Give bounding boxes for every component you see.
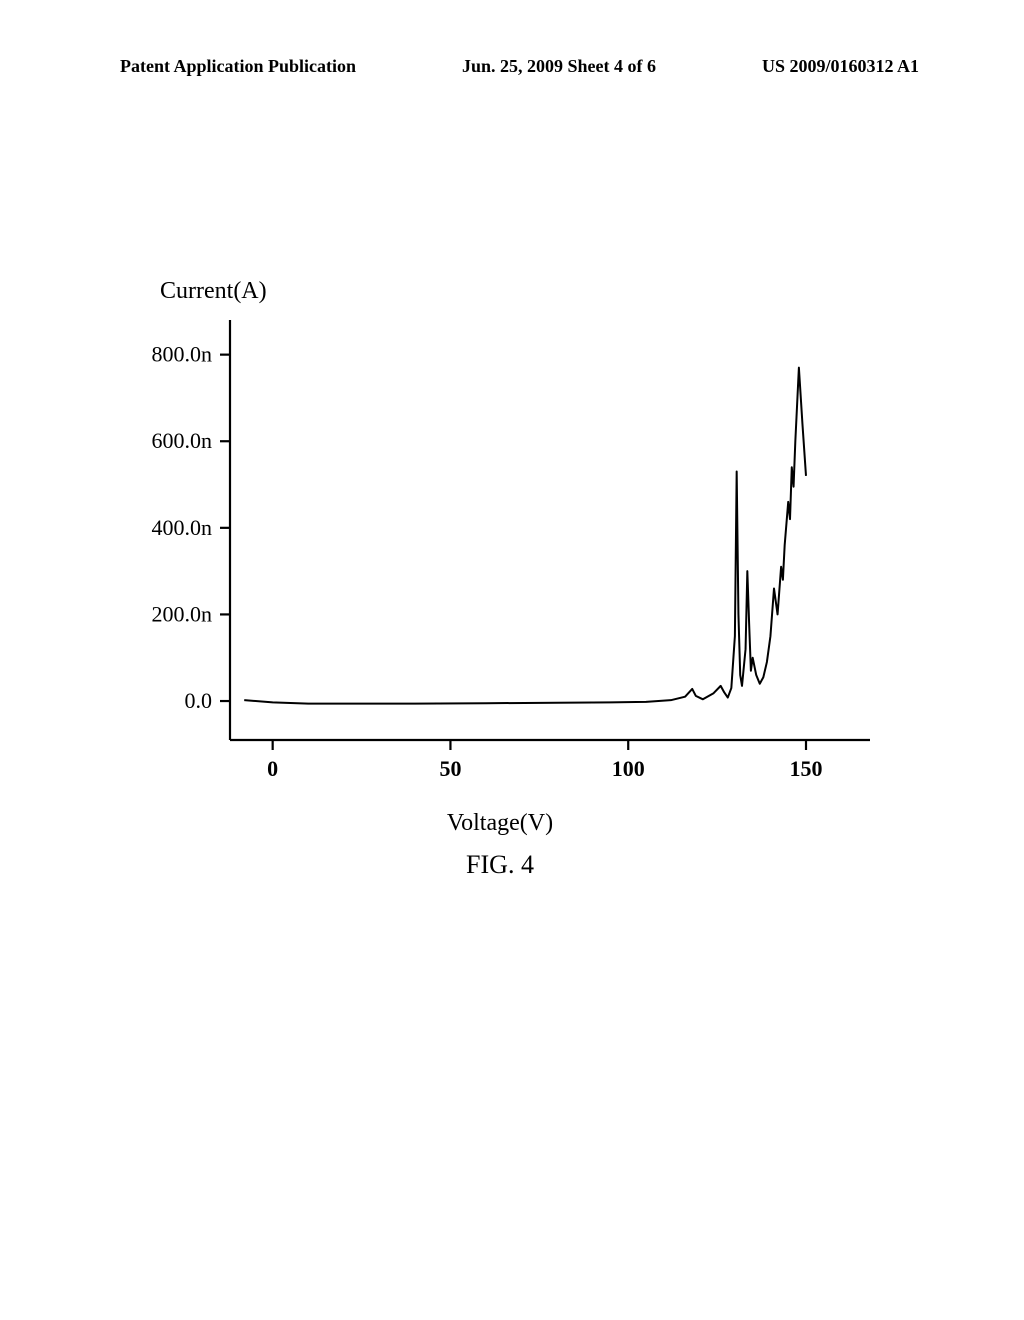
x-axis-title: Voltage(V)	[100, 810, 900, 837]
iv-curve-line	[244, 368, 806, 704]
iv-chart: Current(A) 0.0200.0n400.0n600.0n800.0n05…	[100, 310, 900, 870]
x-tick-label: 50	[439, 756, 461, 781]
y-tick-label: 200.0n	[152, 601, 213, 626]
y-tick-label: 400.0n	[152, 515, 213, 540]
figure-label: FIG. 4	[100, 850, 900, 880]
y-tick-label: 0.0	[185, 688, 213, 713]
x-tick-label: 0	[267, 756, 278, 781]
y-axis-title: Current(A)	[160, 278, 267, 305]
page-header: Patent Application Publication Jun. 25, …	[0, 56, 1024, 77]
header-center-text: Jun. 25, 2009 Sheet 4 of 6	[462, 56, 656, 77]
y-tick-label: 800.0n	[152, 342, 213, 367]
header-left-text: Patent Application Publication	[120, 56, 356, 77]
x-tick-label: 100	[612, 756, 645, 781]
x-tick-label: 150	[790, 756, 823, 781]
y-tick-label: 600.0n	[152, 428, 213, 453]
header-right-text: US 2009/0160312 A1	[762, 56, 919, 77]
chart-svg: 0.0 200.0n 400.0n 600.0n 800.0n 0 50 100 150	[100, 310, 900, 810]
